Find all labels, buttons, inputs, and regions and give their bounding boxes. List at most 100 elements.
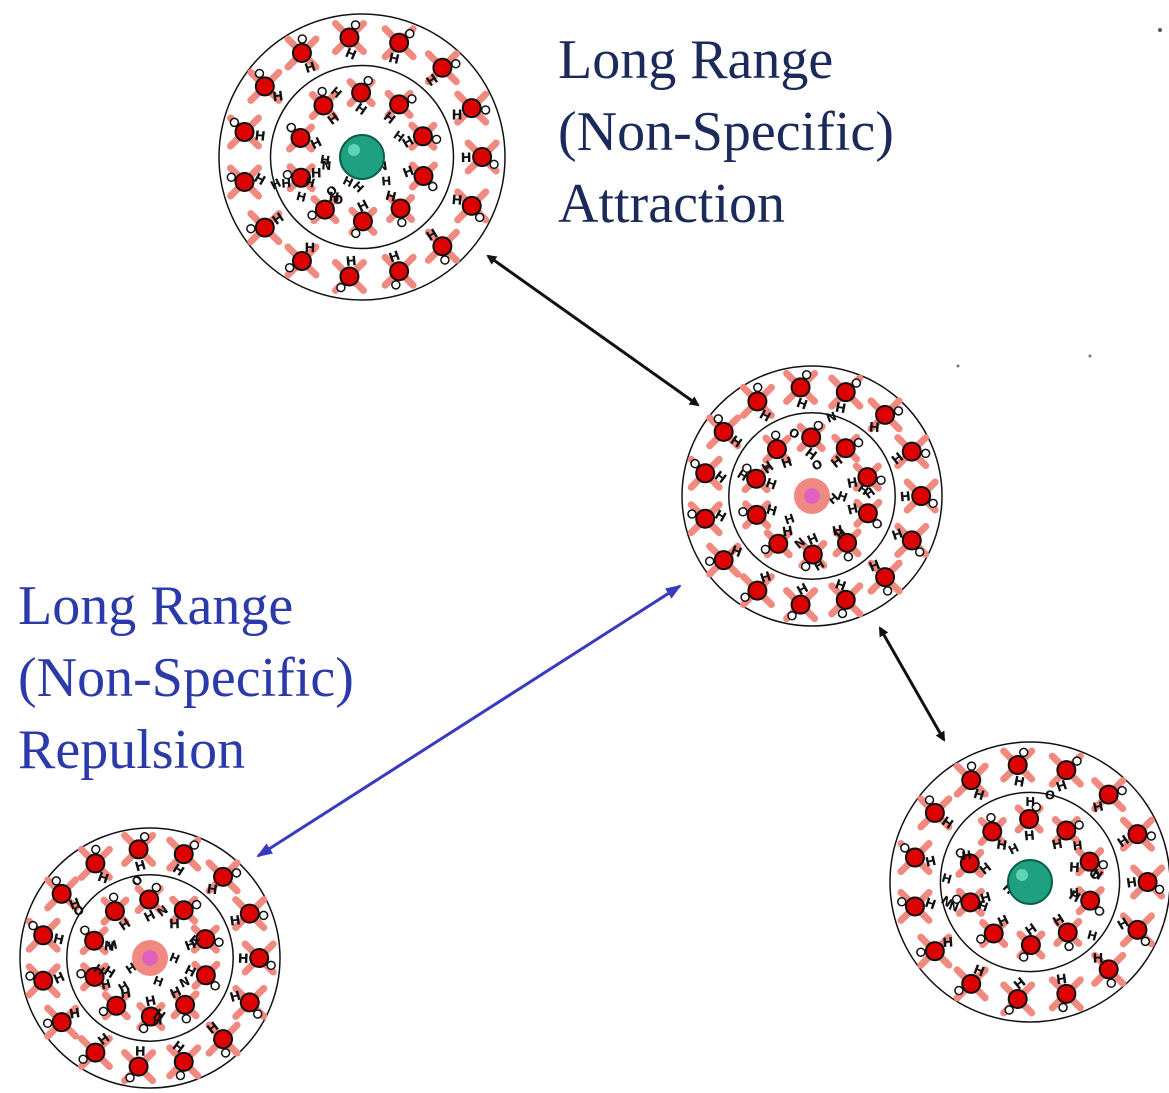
oxygen-atom bbox=[835, 438, 856, 459]
oxygen-atom bbox=[339, 266, 360, 287]
hydrogen-atom bbox=[924, 795, 935, 805]
hydrogen-letter: H bbox=[835, 488, 849, 505]
repulsion-arrow bbox=[256, 584, 682, 858]
hydrogen-letter: H bbox=[95, 870, 110, 888]
repulsion-label-line-1: Long Range bbox=[18, 575, 294, 637]
hydrogen-atom bbox=[254, 68, 265, 79]
hydrogen-letter: H bbox=[206, 882, 219, 898]
oxygen-atom bbox=[128, 1056, 149, 1077]
oxygen-atom bbox=[1056, 760, 1077, 781]
hydrogen-atom bbox=[336, 282, 346, 293]
oxygen-atom bbox=[961, 770, 982, 791]
hydrogen-atom bbox=[954, 985, 964, 996]
hydrogen-atom bbox=[1018, 747, 1029, 758]
hydrogen-letter: O bbox=[1044, 788, 1055, 803]
attraction-label-line-1: Long Range bbox=[558, 29, 834, 91]
hydrogen-letter: H bbox=[135, 1045, 146, 1060]
hydrogen-letter: H bbox=[758, 569, 773, 587]
hydrogen-letter: H bbox=[183, 937, 198, 955]
hydrogen-letter: H bbox=[976, 898, 990, 914]
oxygen-atom bbox=[982, 821, 1003, 842]
hydrogen-letter: H bbox=[781, 524, 794, 541]
hydrogen-atom bbox=[175, 1070, 186, 1081]
hydrogen-atom bbox=[391, 280, 401, 290]
hydrogen-atom bbox=[951, 894, 962, 904]
hydrogen-letter: H bbox=[295, 189, 308, 205]
oxygen-atom bbox=[84, 966, 105, 987]
oxygen-atom bbox=[1020, 934, 1041, 955]
oxygen-atom bbox=[713, 421, 734, 442]
hydrogen-atom bbox=[231, 868, 242, 878]
cation-core-highlight bbox=[1016, 869, 1028, 881]
hydrogen-letter: H bbox=[152, 1014, 162, 1028]
oxygen-atom bbox=[835, 589, 856, 610]
hydrogen-atom bbox=[125, 1072, 135, 1083]
inner-shell bbox=[66, 874, 234, 1042]
oxygen-atom bbox=[254, 217, 275, 238]
hydrogen-atom bbox=[837, 608, 848, 619]
hydrogen-atom bbox=[1146, 831, 1157, 841]
hydrogen-letter: N bbox=[947, 898, 961, 915]
oxygen-atom bbox=[290, 127, 311, 148]
outer-shell bbox=[19, 827, 281, 1089]
hydrogen-atom bbox=[851, 378, 862, 388]
oxygen-atom bbox=[140, 1006, 161, 1027]
hydrogen-letter: H bbox=[1069, 861, 1081, 877]
oxygen-atom bbox=[857, 503, 878, 524]
hydrogen-letter: H bbox=[1023, 829, 1035, 845]
oxygen-atom bbox=[51, 1012, 72, 1033]
oxygen-atom bbox=[249, 948, 270, 968]
hydrogen-atom bbox=[853, 437, 864, 448]
hydrogen-letter: H bbox=[169, 917, 180, 932]
oxygen-atom bbox=[106, 995, 127, 1016]
hydrogen-letter: H bbox=[461, 151, 472, 166]
hydrogen-atom bbox=[108, 892, 119, 902]
repulsion-label-line-2: (Non-Specific) bbox=[18, 647, 354, 709]
oxygen-atom bbox=[351, 82, 372, 103]
hydrogen-letter: H bbox=[381, 174, 392, 189]
oxygen-atom bbox=[747, 391, 768, 412]
oxygen-atom bbox=[766, 439, 787, 460]
hydrogen-letter: H bbox=[831, 523, 845, 540]
hydrogen-atom bbox=[431, 134, 442, 145]
hydrogen-atom bbox=[350, 20, 361, 30]
oxygen-atom bbox=[790, 594, 811, 615]
oxygen-atom bbox=[432, 236, 453, 257]
hydrogen-letter: H bbox=[119, 986, 132, 1002]
oxygen-atom bbox=[389, 261, 410, 282]
hydrogen-atom bbox=[1064, 941, 1074, 952]
hydrogen-letter: O bbox=[333, 193, 343, 207]
oxygen-atom bbox=[472, 147, 493, 167]
hydrogen-atom bbox=[440, 255, 450, 265]
hydrogen-atom bbox=[25, 971, 35, 981]
hydrogen-atom bbox=[80, 925, 90, 935]
cation-core bbox=[339, 134, 385, 180]
hydrogen-atom bbox=[480, 105, 491, 115]
hydrogen-letter: H bbox=[1069, 886, 1080, 901]
hydrogen-atom bbox=[284, 262, 295, 273]
hydrogen-atom bbox=[742, 463, 752, 473]
hydrogen-letter: H bbox=[1072, 838, 1084, 853]
hydrogen-atom bbox=[787, 610, 797, 621]
hydrogen-letter: H bbox=[68, 1006, 81, 1023]
hydrogen-atom bbox=[770, 430, 781, 440]
hydrogen-letter: H bbox=[971, 962, 987, 980]
oxygen-atom bbox=[213, 1029, 234, 1050]
hydrogen-letter: H bbox=[311, 166, 322, 181]
hydrogen-letter: H bbox=[106, 937, 119, 953]
hydrogen-letter: H bbox=[384, 189, 398, 206]
attraction-arrow bbox=[486, 254, 700, 407]
hydrogen-atom bbox=[138, 1023, 149, 1034]
hydrogen-atom bbox=[753, 382, 763, 393]
hydrogen-letter: H bbox=[387, 249, 402, 267]
hydrogen-atom bbox=[474, 212, 485, 223]
hydrogen-atom bbox=[246, 223, 256, 234]
oxygen-atom bbox=[959, 853, 980, 874]
outer-shell bbox=[681, 365, 943, 627]
hydrogen-atom bbox=[843, 552, 854, 562]
hydrogen-letter: H bbox=[960, 848, 972, 864]
hydrogen-atom bbox=[139, 832, 150, 842]
